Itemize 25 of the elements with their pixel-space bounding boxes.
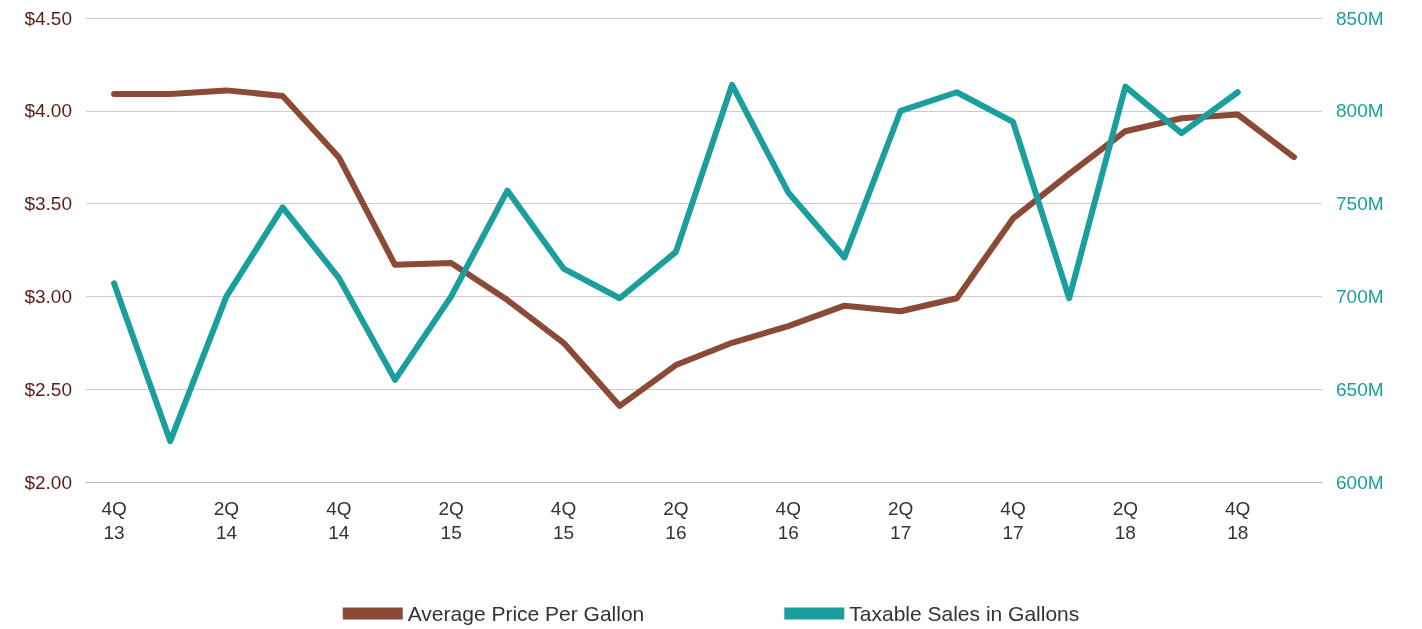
y-tick-label: $2.00 bbox=[24, 471, 72, 493]
y2-tick-label: 600M bbox=[1336, 471, 1384, 493]
y2-tick-label: 800M bbox=[1336, 100, 1384, 122]
y-tick-label: $4.50 bbox=[24, 7, 72, 29]
x-tick-label: 4Q 16 bbox=[775, 497, 801, 543]
y-tick-label: $2.50 bbox=[24, 378, 72, 400]
x-tick-label: 2Q 18 bbox=[1112, 497, 1139, 543]
x-tick-label: 4Q 17 bbox=[1000, 497, 1026, 543]
x-tick-label: 4Q 15 bbox=[550, 497, 577, 543]
x-tick-label: 2Q 14 bbox=[213, 497, 240, 543]
x-tick-label: 4Q 13 bbox=[101, 497, 127, 543]
y2-tick-label: 650M bbox=[1336, 378, 1384, 400]
y2-tick-label: 750M bbox=[1336, 193, 1384, 215]
legend-label: Taxable Sales in Gallons bbox=[849, 602, 1080, 625]
x-tick-label: 2Q 15 bbox=[438, 497, 464, 543]
legend-label: Average Price Per Gallon bbox=[407, 602, 645, 625]
y2-tick-label: 850M bbox=[1336, 7, 1384, 29]
y2-tick-label: 700M bbox=[1336, 285, 1384, 307]
y-tick-label: $3.00 bbox=[24, 285, 72, 307]
x-tick-label: 2Q 16 bbox=[663, 497, 689, 543]
x-tick-label: 4Q 18 bbox=[1225, 497, 1251, 543]
x-tick-label: 4Q 14 bbox=[326, 497, 352, 543]
y-tick-label: $4.00 bbox=[24, 100, 72, 122]
y-tick-label: $3.50 bbox=[24, 193, 72, 215]
x-tick-label: 2Q 17 bbox=[887, 497, 914, 543]
